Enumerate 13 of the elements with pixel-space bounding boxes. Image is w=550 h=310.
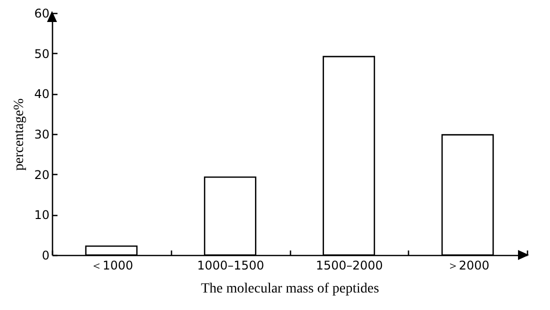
- y-axis-title: percentage%: [12, 98, 28, 171]
- y-tick-label: 50: [34, 46, 50, 61]
- y-tick-label: 0: [42, 248, 50, 262]
- y-tick-label: 40: [34, 87, 50, 102]
- x-tick-label: 1500–2000: [316, 258, 383, 272]
- y-tick-label: 20: [34, 168, 50, 182]
- y-tick-label: 30: [34, 128, 50, 142]
- y-tick-label: 60: [34, 6, 50, 20]
- x-tick-label: ＜1000: [90, 258, 134, 272]
- y-tick-label: 10: [34, 208, 50, 222]
- x-tick-label: ＞2000: [446, 258, 490, 272]
- x-axis-title: The molecular mass of peptides: [200, 282, 380, 296]
- x-tick-label: 1000–1500: [197, 258, 264, 272]
